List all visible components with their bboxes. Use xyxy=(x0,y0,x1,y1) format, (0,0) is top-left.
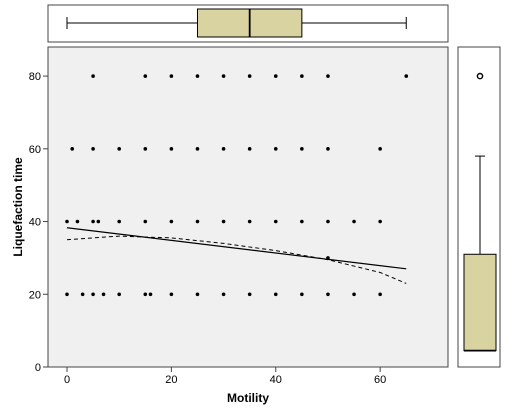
data-point xyxy=(221,147,226,151)
scatter-points xyxy=(65,74,409,297)
data-point xyxy=(195,74,200,78)
data-point xyxy=(300,219,304,224)
data-point xyxy=(65,292,69,297)
data-point xyxy=(169,219,174,224)
data-point xyxy=(117,147,121,151)
data-point xyxy=(326,147,330,151)
data-point xyxy=(169,74,174,78)
data-point xyxy=(143,292,148,297)
data-point xyxy=(326,219,330,224)
y-axis-title: Liquefaction time xyxy=(11,157,25,257)
data-point xyxy=(80,292,85,297)
data-point xyxy=(195,219,200,224)
data-point xyxy=(300,147,304,151)
quadratic-fit-line xyxy=(66,235,407,284)
y-tick-label: 20 xyxy=(29,289,41,301)
axis-ticks: 0 20 40 60 0 20 40 60 80 xyxy=(29,71,387,386)
data-point xyxy=(378,219,382,224)
data-point xyxy=(65,219,69,224)
data-point xyxy=(247,147,252,151)
data-point xyxy=(91,292,95,297)
data-point xyxy=(101,292,106,297)
y-tick-label: 80 xyxy=(29,71,41,83)
x-tick-label: 20 xyxy=(165,374,177,386)
plot-area xyxy=(47,46,449,368)
data-point xyxy=(143,219,148,224)
data-point xyxy=(247,292,252,297)
data-point xyxy=(91,74,95,78)
data-point xyxy=(91,219,95,224)
data-point xyxy=(195,147,200,151)
y-boxplot xyxy=(463,72,497,352)
data-point xyxy=(352,292,356,297)
y-tick-label: 0 xyxy=(35,362,41,374)
data-point xyxy=(378,147,382,151)
data-point xyxy=(221,292,226,297)
y-tick-label: 40 xyxy=(29,217,41,229)
data-point xyxy=(273,74,278,78)
y-box-iqr xyxy=(463,253,497,352)
linear-fit-line xyxy=(66,227,407,270)
data-point xyxy=(300,292,304,297)
data-point xyxy=(273,219,278,224)
x-tick-label: 40 xyxy=(270,374,282,386)
data-point xyxy=(169,147,174,151)
data-point xyxy=(96,219,101,224)
data-point xyxy=(169,292,174,297)
data-point xyxy=(143,147,148,151)
data-point xyxy=(117,292,121,297)
y-box-outlier xyxy=(476,72,484,80)
data-point xyxy=(221,219,226,224)
data-point xyxy=(247,219,252,224)
y-tick-label: 60 xyxy=(29,144,41,156)
fit-lines xyxy=(66,227,407,284)
data-point xyxy=(273,292,278,297)
data-point xyxy=(326,74,330,78)
data-point xyxy=(70,147,75,151)
data-point xyxy=(117,219,121,224)
data-point xyxy=(195,292,200,297)
data-point xyxy=(378,292,382,297)
data-point xyxy=(91,147,95,151)
data-point xyxy=(247,74,252,78)
data-point xyxy=(300,74,304,78)
data-point xyxy=(143,74,148,78)
data-point xyxy=(273,147,278,151)
data-point xyxy=(352,219,356,224)
data-point xyxy=(326,292,330,297)
x-boxplot xyxy=(66,8,407,38)
x-tick-label: 0 xyxy=(64,374,70,386)
data-point xyxy=(75,219,80,224)
data-point xyxy=(148,292,153,297)
data-point xyxy=(404,74,409,78)
x-axis-title: Motility xyxy=(227,391,269,405)
x-tick-label: 60 xyxy=(374,374,386,386)
data-point xyxy=(221,74,226,78)
